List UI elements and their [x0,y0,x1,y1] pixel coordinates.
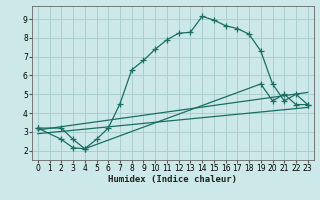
X-axis label: Humidex (Indice chaleur): Humidex (Indice chaleur) [108,175,237,184]
